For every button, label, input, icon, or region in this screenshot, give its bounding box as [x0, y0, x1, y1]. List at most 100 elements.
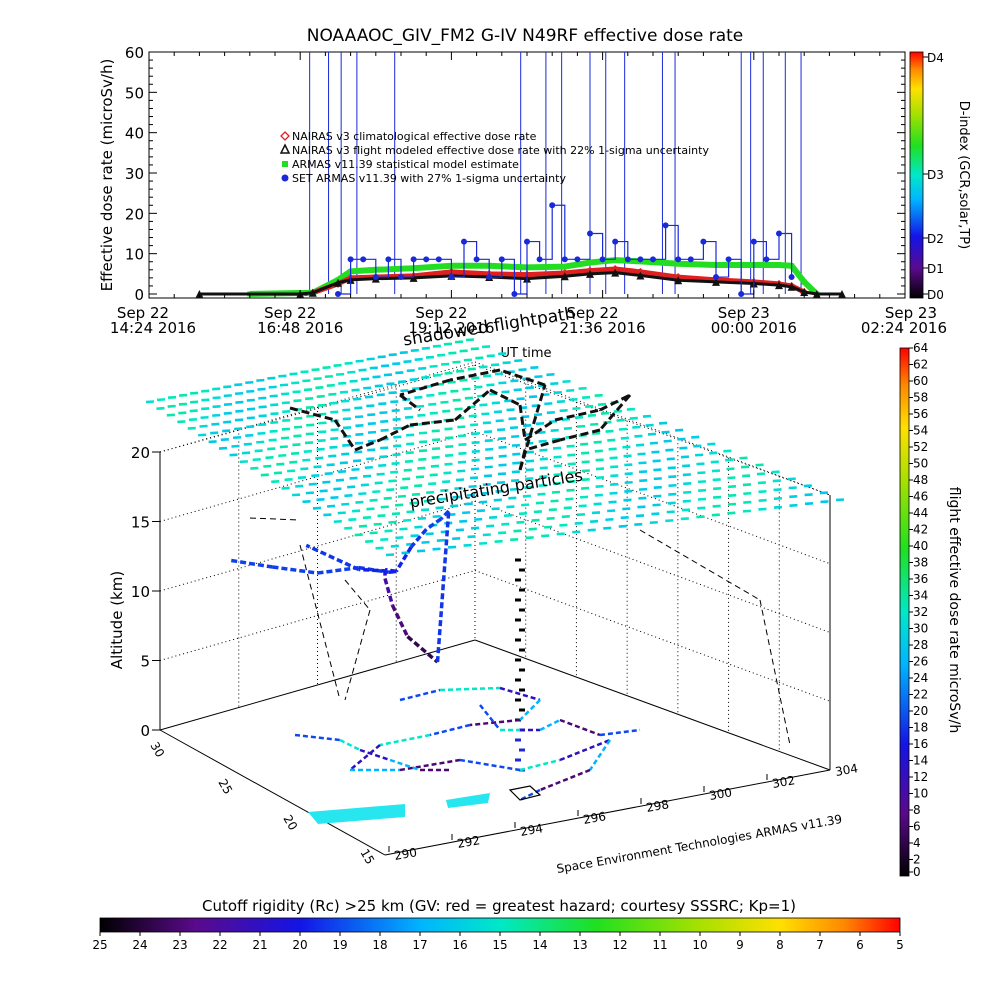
- particle-marker: [342, 408, 351, 412]
- particle-marker: [293, 425, 303, 429]
- dindex-colorbar: D0 D1 D2 D3 D4 D-index (GCR,solar,TP): [909, 51, 971, 302]
- dose-tick-label: 26: [913, 655, 928, 669]
- shadow-path-segment: [409, 418, 456, 427]
- ground-track-segment: [599, 728, 641, 737]
- particle-marker: [498, 531, 507, 535]
- rigidity-tick-label: 15: [492, 938, 507, 952]
- particle-marker: [653, 494, 662, 498]
- dose-tick-label: 44: [913, 506, 928, 520]
- particle-marker: [651, 512, 660, 516]
- particle-marker: [289, 460, 298, 464]
- particle-marker: [610, 482, 619, 487]
- rigidity-tick-label: 18: [372, 938, 387, 952]
- ground-track-segment: [559, 718, 601, 737]
- particle-marker: [444, 427, 453, 431]
- data-point: [461, 238, 467, 245]
- particle-marker: [561, 417, 571, 422]
- particle-marker: [723, 449, 732, 453]
- particle-marker: [330, 428, 339, 432]
- particle-marker: [429, 411, 438, 415]
- legend-marker-diamond: [280, 131, 290, 141]
- data-point: [562, 264, 568, 270]
- rigidity-tick-label: 5: [896, 938, 904, 952]
- particle-marker: [665, 519, 674, 523]
- particle-marker: [263, 464, 272, 468]
- flight-track-segment: [230, 558, 273, 569]
- particle-marker: [344, 361, 353, 365]
- particle-marker: [145, 400, 155, 404]
- particle-marker: [697, 497, 707, 501]
- particle-marker: [443, 471, 452, 475]
- flight-track-segment: [272, 565, 318, 575]
- particle-marker: [403, 518, 412, 522]
- origin-marker: [508, 785, 542, 801]
- ground-track-segment: [459, 758, 521, 772]
- particle-marker: [448, 351, 457, 355]
- particle-marker: [367, 448, 376, 452]
- particle-marker: [267, 376, 276, 380]
- particle-marker: [402, 477, 411, 481]
- data-point: [498, 256, 505, 263]
- particle-marker: [429, 473, 438, 477]
- particle-marker: [395, 503, 404, 507]
- ground-track-segment: [469, 718, 521, 727]
- particle-marker: [339, 390, 349, 394]
- particle-marker: [223, 394, 232, 398]
- particle-marker: [358, 368, 367, 372]
- ground-track-segment: [339, 738, 361, 752]
- particle-marker: [336, 372, 345, 376]
- particle-marker: [697, 506, 706, 510]
- dindex-tick-label: D1: [927, 262, 944, 276]
- particle-marker: [666, 510, 675, 514]
- dose-tick-label: 48: [913, 473, 928, 487]
- particle-marker: [757, 481, 766, 485]
- particle-marker: [377, 514, 386, 518]
- particle-marker: [553, 473, 562, 477]
- particle-marker: [682, 464, 691, 468]
- particle-marker: [178, 411, 187, 415]
- particle-marker: [484, 438, 493, 443]
- data-point: [763, 256, 770, 263]
- particle-marker: [421, 508, 430, 512]
- data-point: [560, 272, 569, 281]
- particle-marker: [563, 426, 572, 430]
- x-tick-label-date: Sep 22: [415, 304, 467, 322]
- particle-marker: [452, 398, 461, 402]
- particle-marker: [372, 375, 381, 379]
- particle-marker: [270, 412, 279, 416]
- particle-marker: [468, 484, 477, 489]
- ground-track-segment: [588, 739, 612, 771]
- particle-marker: [406, 442, 415, 446]
- particle-marker: [318, 430, 327, 434]
- dose-tick-label: 36: [913, 572, 928, 586]
- particle-marker: [474, 385, 483, 389]
- particle-marker: [563, 506, 572, 510]
- particle-marker: [347, 485, 356, 489]
- particle-marker: [623, 454, 632, 458]
- particle-marker: [682, 473, 691, 477]
- particle-marker: [470, 347, 479, 351]
- particle-marker: [679, 446, 688, 450]
- particle-marker: [572, 530, 581, 534]
- particle-marker: [375, 546, 384, 550]
- particle-marker: [550, 428, 559, 432]
- particle-marker: [691, 435, 700, 439]
- particle-marker: [566, 444, 575, 448]
- particle-marker: [379, 455, 388, 459]
- particle-marker: [386, 382, 395, 386]
- particle-marker: [773, 505, 783, 509]
- particle-marker: [622, 507, 631, 511]
- particle-marker: [393, 444, 402, 448]
- dose-tick-label: 62: [913, 358, 928, 372]
- particle-marker: [632, 425, 641, 429]
- particle-marker: [156, 406, 165, 410]
- particle-marker: [347, 370, 356, 374]
- particle-marker: [649, 520, 658, 525]
- dose-tick-label: 18: [913, 721, 928, 735]
- particle-marker: [607, 438, 616, 442]
- particle-marker: [372, 490, 381, 494]
- particle-marker: [322, 365, 331, 370]
- particle-marker: [358, 492, 367, 496]
- particle-marker: [404, 459, 414, 464]
- particle-marker: [380, 505, 389, 509]
